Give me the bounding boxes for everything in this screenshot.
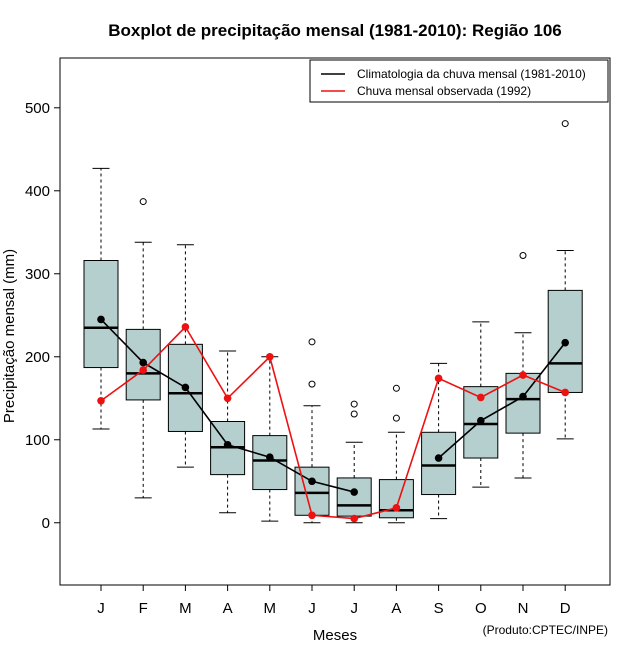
x-tick-label: N <box>518 600 529 617</box>
outlier-point <box>392 414 400 422</box>
climatology-point <box>223 440 232 449</box>
observed-point <box>181 323 190 331</box>
series-layer <box>97 315 569 523</box>
x-tick-label: A <box>391 600 401 617</box>
y-tick-label: 500 <box>25 100 50 117</box>
climatology-point <box>477 416 485 425</box>
observed-point <box>434 374 443 383</box>
y-tick-label: 200 <box>25 349 50 366</box>
outlier-point <box>350 400 358 408</box>
legend-box <box>309 59 609 103</box>
observed-point <box>561 388 569 397</box>
observed-point <box>97 396 105 405</box>
observed-point <box>139 366 147 374</box>
observed-line <box>100 325 566 520</box>
x-tick-label: S <box>434 600 444 617</box>
x-tick-label: F <box>139 600 148 617</box>
y-tick-label: 300 <box>25 266 50 283</box>
outlier-point <box>308 380 316 388</box>
observed-point <box>519 371 527 379</box>
y-axis-label: Precipitação mensal (mm) <box>1 249 18 423</box>
box <box>378 479 414 519</box>
x-tick-label: M <box>179 600 192 617</box>
box <box>336 477 372 517</box>
legend-entry-observed: Chuva mensal observada (1992) <box>357 84 531 98</box>
observed-point <box>308 511 316 520</box>
climatology-point <box>266 453 274 461</box>
outlier-point <box>308 338 316 346</box>
y-tick-label: 400 <box>25 183 50 200</box>
outlier-point <box>139 198 147 206</box>
x-tick-label: O <box>475 600 487 617</box>
box <box>252 435 288 491</box>
observed-point <box>223 394 232 403</box>
observed-point <box>477 393 485 402</box>
y-axis: 0 100 200 300 400 500 <box>25 100 60 532</box>
x-tick-label: D <box>560 600 571 617</box>
box <box>421 431 457 496</box>
climatology-point <box>561 338 569 347</box>
x-tick-label: J <box>97 600 105 617</box>
x-tick-label: M <box>264 600 277 617</box>
outlier-point <box>561 120 569 128</box>
boxes-layer <box>83 120 583 524</box>
legend: Climatologia da chuva mensal (1981-2010)… <box>309 59 609 103</box>
outlier-point <box>392 384 400 392</box>
product-credit: (Produto:CPTEC/INPE) <box>483 623 608 637</box>
climatology-point <box>308 477 316 486</box>
climatology-line <box>438 342 566 459</box>
outlier-point <box>519 252 527 260</box>
climatology-point <box>97 315 105 324</box>
plot-frame <box>59 57 611 586</box>
observed-point <box>266 352 274 361</box>
observed-point <box>392 504 401 512</box>
legend-entry-climatology: Climatologia da chuva mensal (1981-2010) <box>357 67 586 81</box>
climatology-point <box>139 358 147 367</box>
climatology-point <box>519 392 527 401</box>
x-tick-label: J <box>308 600 316 617</box>
y-tick-label: 0 <box>42 515 50 532</box>
x-axis-label: Meses <box>313 627 357 644</box>
climatology-point <box>434 454 443 462</box>
x-tick-label: A <box>223 600 233 617</box>
climatology-point <box>181 383 190 392</box>
observed-point <box>350 514 359 523</box>
x-tick-label: J <box>350 600 358 617</box>
outlier-point <box>350 410 358 418</box>
climatology-point <box>350 488 359 496</box>
y-tick-label: 100 <box>25 432 50 449</box>
chart-title: Boxplot de precipitação mensal (1981-201… <box>108 21 562 40</box>
box <box>83 260 119 369</box>
